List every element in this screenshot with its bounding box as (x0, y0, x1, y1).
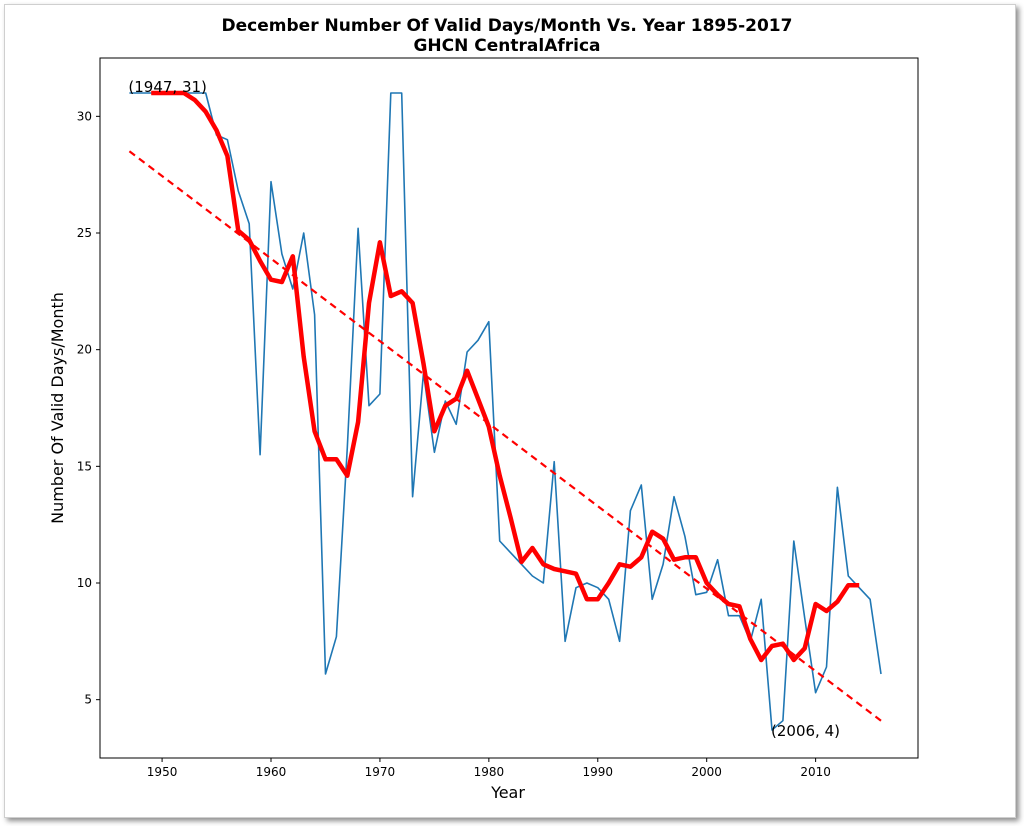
x-tick-label: 1950 (147, 765, 178, 779)
x-tick-label: 1960 (256, 765, 287, 779)
chart-frame (4, 4, 1016, 818)
y-axis-label: Number Of Valid Days/Month (48, 292, 67, 524)
y-tick-label: 30 (77, 109, 92, 123)
x-tick-label: 2000 (691, 765, 722, 779)
series-group (128, 90, 882, 731)
raw-data-line (129, 92, 882, 731)
chart-title: December Number Of Valid Days/Month Vs. … (222, 16, 793, 36)
y-axis: 5 10 15 20 25 30 (77, 109, 100, 707)
x-tick-label: 2010 (800, 765, 831, 779)
y-tick-label: 15 (77, 459, 92, 473)
x-axis: 1950 1960 1970 1980 1990 2000 2010 (147, 758, 831, 779)
trend-line (128, 150, 882, 722)
x-tick-label: 1980 (474, 765, 505, 779)
y-tick-label: 20 (77, 343, 92, 357)
chart-subtitle: GHCN CentralAfrica (413, 36, 600, 56)
y-tick-label: 25 (77, 226, 92, 240)
x-axis-label: Year (490, 783, 525, 802)
plot-area (99, 57, 919, 759)
moving-average-line (151, 90, 860, 663)
y-tick-label: 10 (77, 576, 92, 590)
x-tick-label: 1970 (365, 765, 396, 779)
annotation-end: (2006, 4) (771, 722, 840, 740)
annotation-start: (1947, 31) (128, 78, 207, 96)
y-tick-label: 5 (84, 693, 92, 707)
x-tick-label: 1990 (582, 765, 613, 779)
